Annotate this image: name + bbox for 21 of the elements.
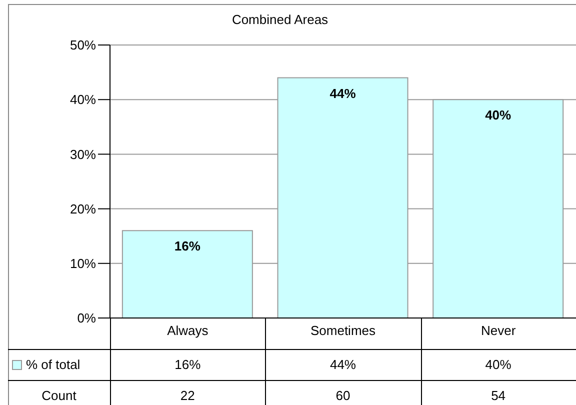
y-tick-label: 50% (70, 38, 96, 53)
text: 22 (179, 387, 196, 405)
x-tick-label: Always (167, 323, 209, 338)
y-tick-label: 0% (77, 310, 96, 326)
text: 16% (174, 238, 200, 254)
text: 44% (330, 86, 356, 101)
y-tick-label: 40% (70, 92, 96, 108)
y-tick-label: 20% (70, 201, 96, 216)
text: 54 (490, 387, 507, 405)
data-label: 40% (484, 356, 512, 374)
y-tick-label: 10% (70, 256, 96, 272)
data-label: 16% (174, 356, 202, 374)
data-label: 44% (328, 356, 357, 374)
legend-label: % of total (25, 356, 80, 374)
chart-title: Combined Areas (230, 12, 330, 27)
text: Count (40, 387, 78, 405)
y-tick-label: 30% (70, 146, 96, 162)
x-tick-label: Sometimes (310, 323, 376, 338)
x-tick-label: Never (480, 323, 516, 338)
text: 40% (485, 108, 512, 123)
text: 60 (334, 387, 352, 405)
